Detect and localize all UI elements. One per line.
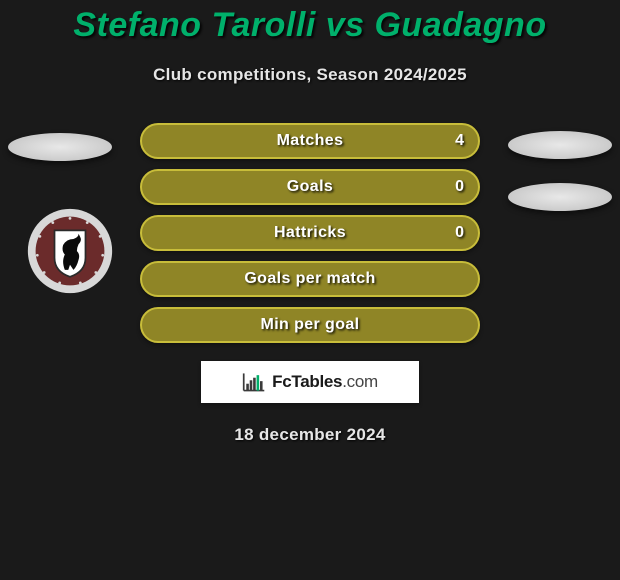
stat-value-right: 0 xyxy=(455,224,464,242)
footer: FcTables.com 18 december 2024 xyxy=(0,361,620,445)
stat-row-hattricks: Hattricks 0 xyxy=(140,215,480,251)
stat-label: Hattricks xyxy=(274,224,346,242)
subtitle: Club competitions, Season 2024/2025 xyxy=(0,65,620,85)
brand-suffix: .com xyxy=(342,372,378,391)
stats-rows: Matches 4 Goals 0 Hattricks 0 Goals per … xyxy=(140,123,480,343)
bar-chart-icon xyxy=(242,371,266,393)
stat-row-min-per-goal: Min per goal xyxy=(140,307,480,343)
comparison-board: Matches 4 Goals 0 Hattricks 0 Goals per … xyxy=(0,123,620,445)
brand-text: FcTables.com xyxy=(272,372,378,392)
stat-label: Goals per match xyxy=(244,270,375,288)
brand-name: FcTables xyxy=(272,372,342,391)
brand-logo[interactable]: FcTables.com xyxy=(201,361,419,403)
player-left-club-badge-icon xyxy=(27,208,113,294)
stat-label: Matches xyxy=(277,132,344,150)
date-line: 18 december 2024 xyxy=(234,425,385,445)
stat-row-goals-per-match: Goals per match xyxy=(140,261,480,297)
stat-value-right: 4 xyxy=(455,132,464,150)
stat-label: Min per goal xyxy=(260,316,359,334)
page-title: Stefano Tarolli vs Guadagno xyxy=(0,0,620,45)
player-right-placeholder-icon xyxy=(508,131,612,159)
stat-value-right: 0 xyxy=(455,178,464,196)
stat-label: Goals xyxy=(287,178,333,196)
player-left-placeholder-icon xyxy=(8,133,112,161)
stat-row-goals: Goals 0 xyxy=(140,169,480,205)
stat-row-matches: Matches 4 xyxy=(140,123,480,159)
player-right-club-placeholder-icon xyxy=(508,183,612,211)
